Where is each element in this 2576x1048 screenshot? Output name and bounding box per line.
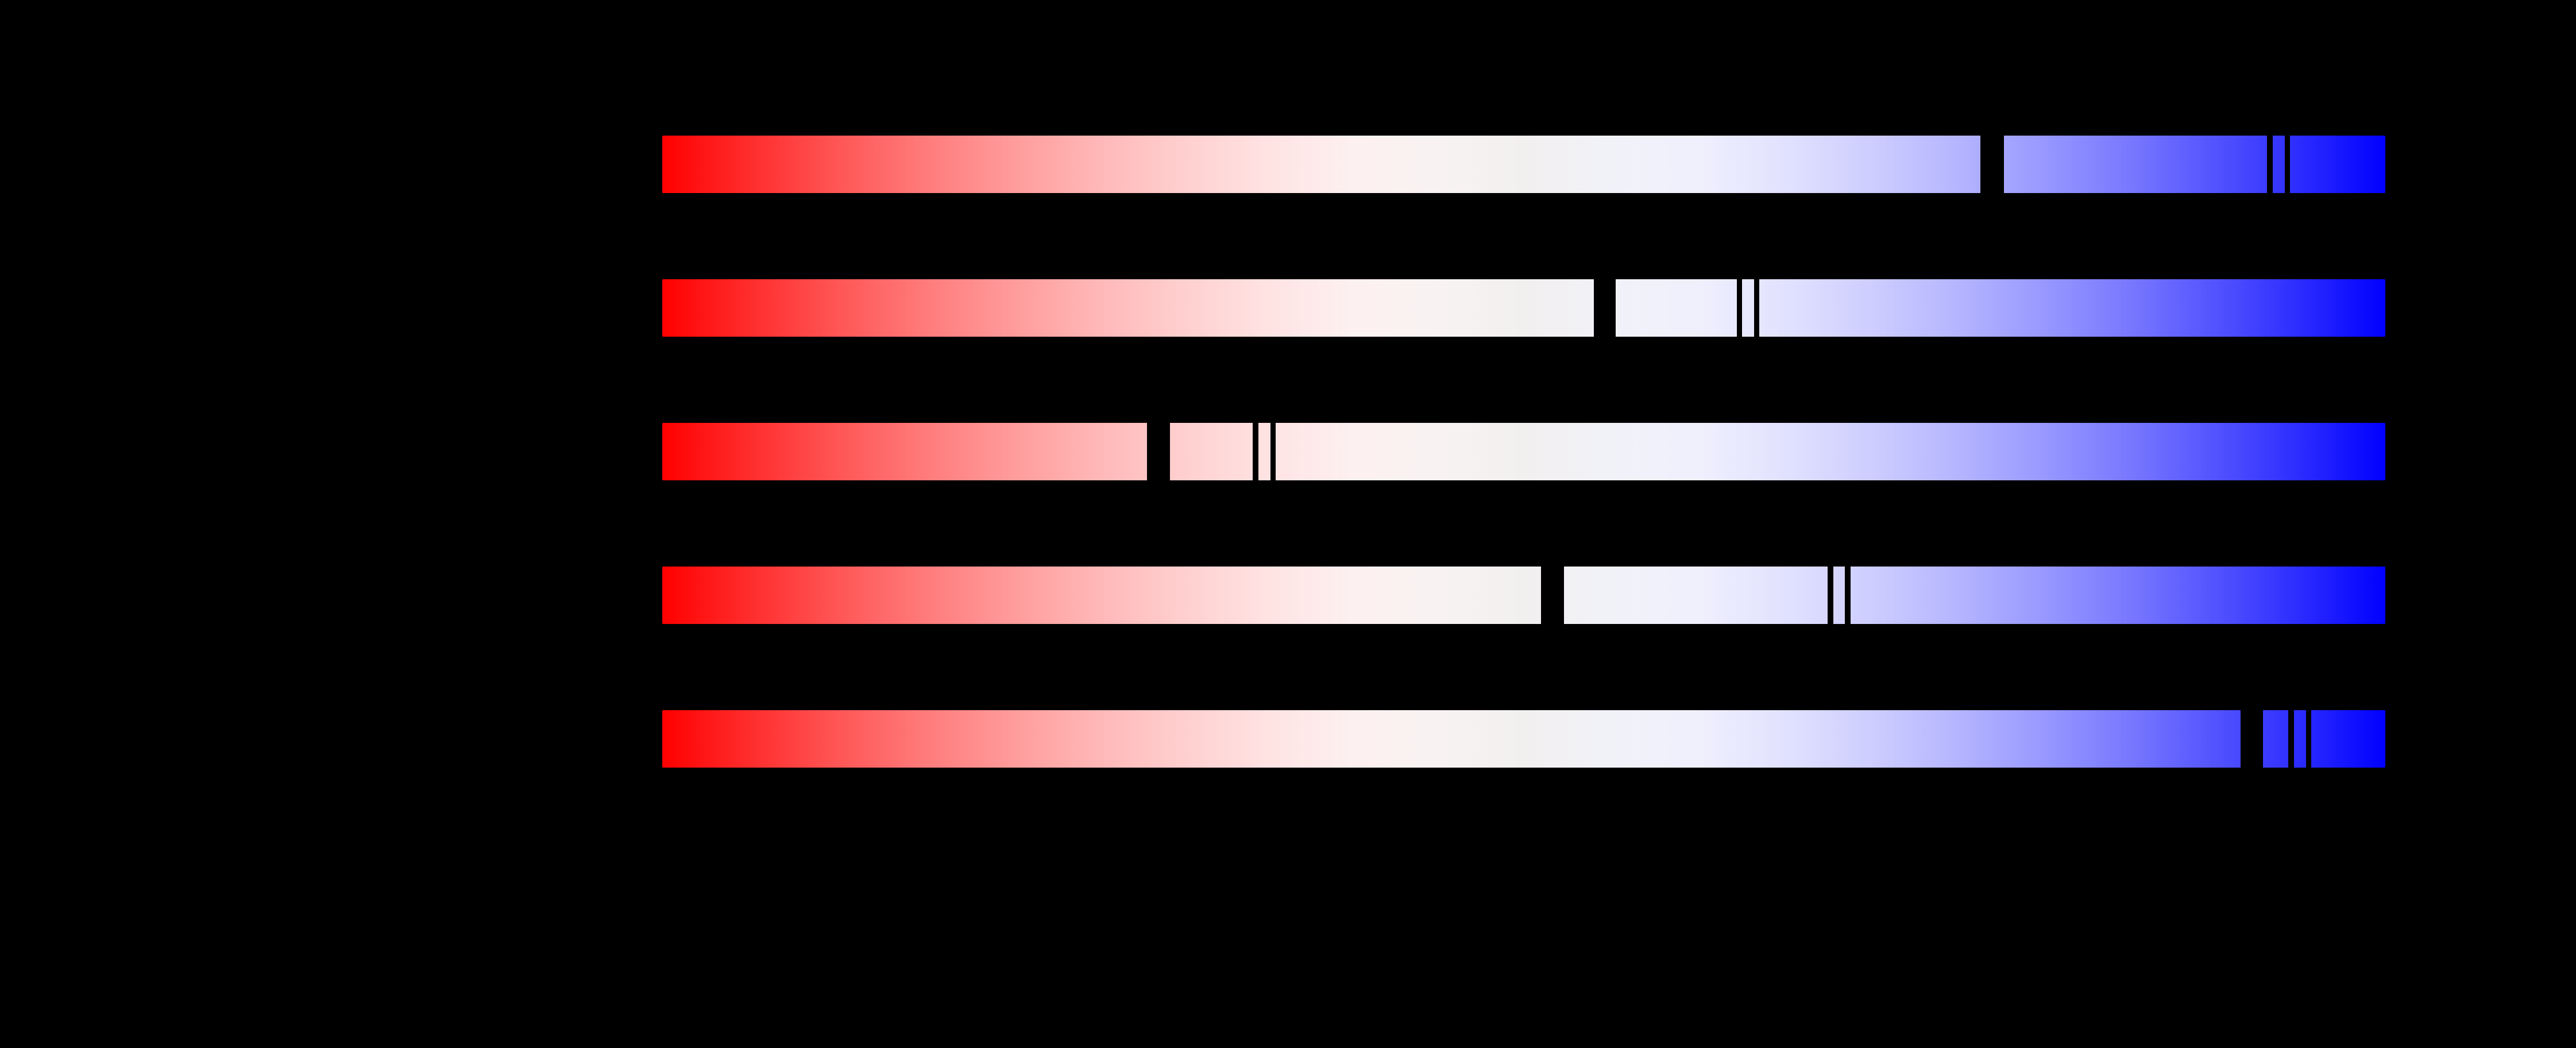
gradient-track-1	[662, 135, 2385, 194]
segment-break-thick	[2241, 710, 2263, 768]
segment-break-thin	[1270, 422, 1276, 481]
segment-break-thin	[2285, 135, 2290, 194]
gradient-track-3	[662, 422, 2385, 481]
segment-break-thin	[1845, 566, 1851, 625]
segment-break-thin	[1737, 279, 1742, 337]
segment-break-thin	[2306, 710, 2311, 768]
segment-break-thick	[1594, 279, 1616, 337]
segment-break-thin	[2288, 710, 2294, 768]
segment-break-thin	[1253, 422, 1258, 481]
segment-break-thick	[1147, 422, 1170, 481]
gradient-track-2	[662, 279, 2385, 337]
segment-break-thick	[1541, 566, 1564, 625]
segment-break-thin	[1828, 566, 1833, 625]
segment-break-thin	[1754, 279, 1759, 337]
gradient-track-5	[662, 710, 2385, 768]
segment-break-thin	[2267, 135, 2273, 194]
segment-break-thick	[1980, 135, 2004, 194]
gradient-track-4	[662, 566, 2385, 625]
